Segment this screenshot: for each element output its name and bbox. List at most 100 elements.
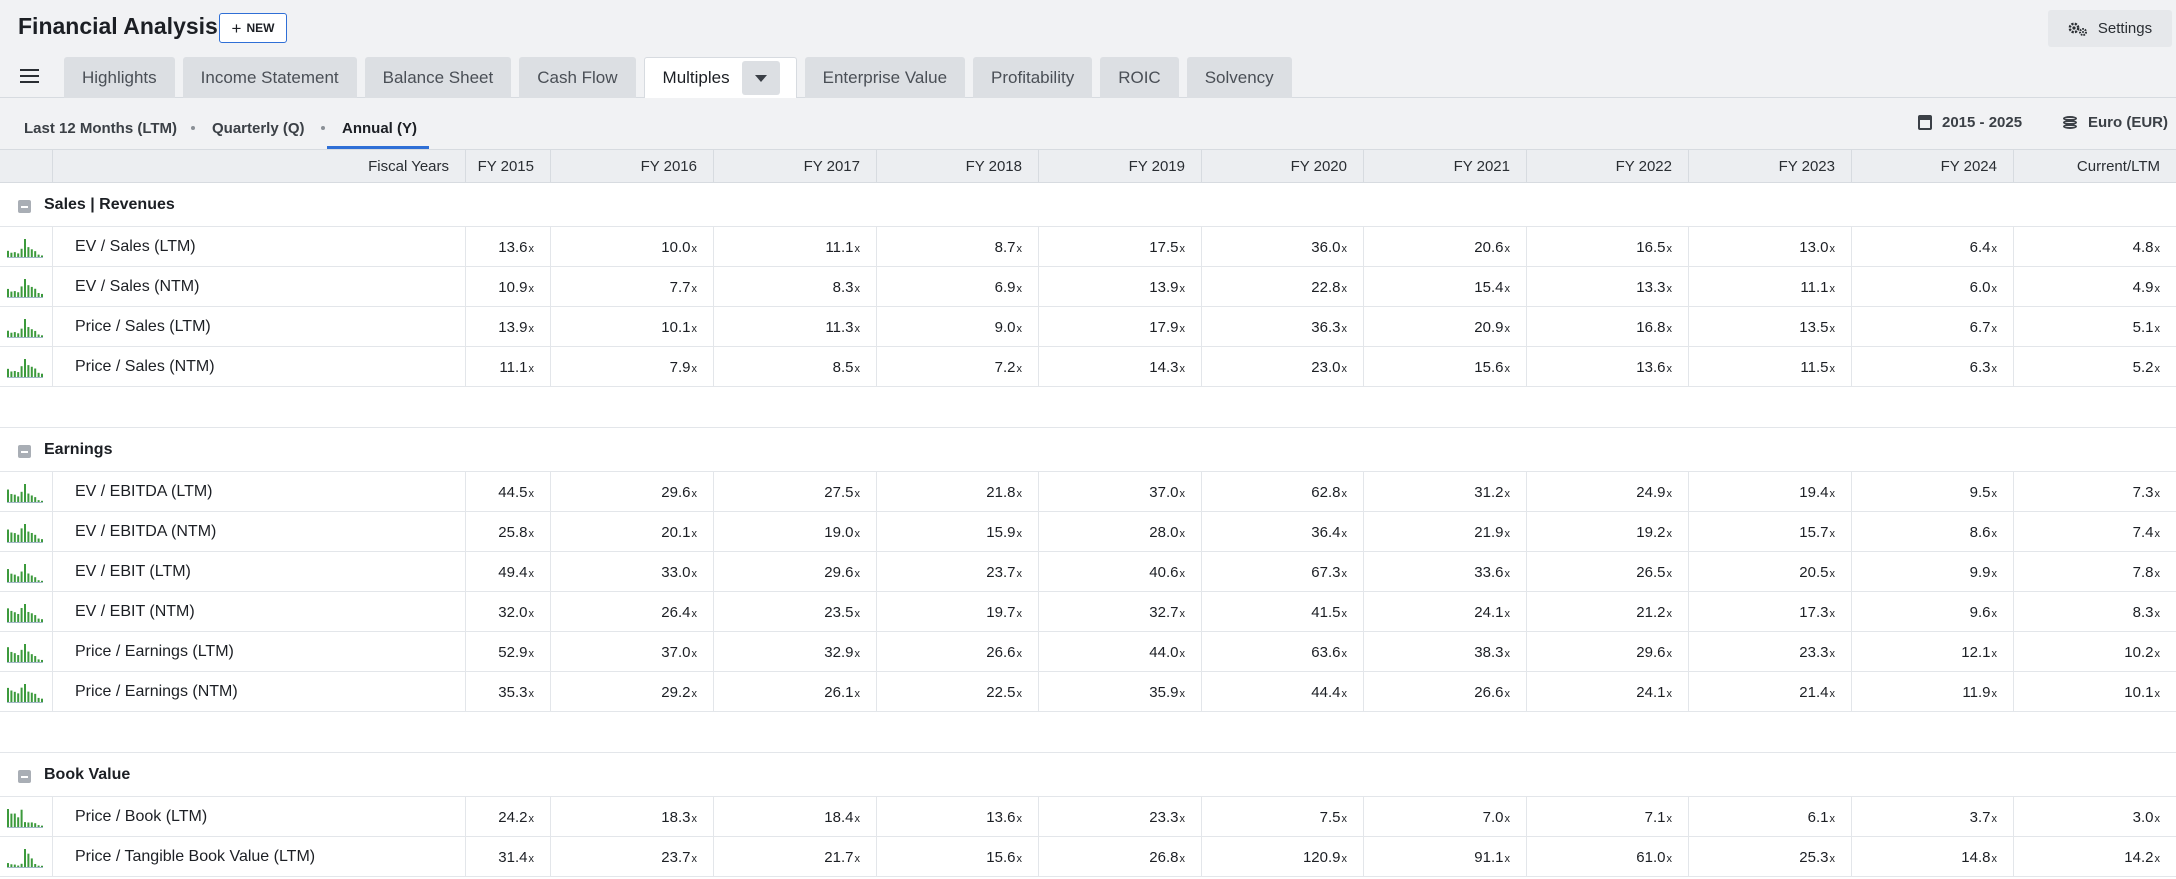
column-header[interactable]: Current/LTM [2013, 150, 2176, 183]
table-cell: 6.0 x [1851, 267, 2013, 307]
collapse-icon[interactable] [18, 200, 31, 213]
sparkline-chart[interactable] [7, 523, 43, 543]
cell-value: 63.6 [1311, 643, 1341, 661]
column-header[interactable]: FY 2020 [1201, 150, 1363, 183]
new-button[interactable]: + NEW [219, 13, 287, 43]
sparkline-chart[interactable] [7, 643, 43, 663]
sparkline-bar [27, 691, 30, 703]
column-header[interactable]: FY 2018 [876, 150, 1038, 183]
sparkline-chart[interactable] [7, 563, 43, 583]
cell-value: 20.6 [1474, 238, 1504, 256]
multiple-suffix: x [528, 813, 535, 825]
collapse-icon[interactable] [18, 770, 31, 783]
sparkline-chart[interactable] [7, 238, 43, 258]
multiple-suffix: x [691, 363, 698, 375]
period-annual[interactable]: Annual (Y) [342, 120, 417, 137]
table-row[interactable]: EV / Sales (LTM) 13.6 x 10.0 x 11.1 x 8.7 x 17.5 x… [0, 227, 2176, 267]
tab-roic[interactable]: ROIC [1100, 57, 1179, 98]
column-header[interactable]: FY 2024 [1851, 150, 2013, 183]
sparkline-chart[interactable] [7, 358, 43, 378]
menu-icon[interactable] [20, 69, 39, 83]
sparkline-bar [37, 825, 40, 828]
table-row[interactable]: Price / Sales (LTM) 13.9 x 10.1 x 11.3 x 9.0 x 17… [0, 307, 2176, 347]
cell-value: 20.1 [661, 523, 691, 541]
period-ltm[interactable]: Last 12 Months (LTM) [24, 120, 178, 137]
sparkline-chart[interactable] [7, 483, 43, 503]
sparkline-bar [37, 580, 40, 583]
cell-value: 21.4 [1799, 683, 1829, 701]
table-row[interactable]: EV / EBITDA (NTM) 25.8 x 20.1 x 19.0 x 15.9 x 28.… [0, 512, 2176, 552]
multiple-suffix: x [1991, 688, 1998, 700]
table-cell: 13.9 x [465, 307, 550, 347]
table-row[interactable]: EV / EBIT (LTM) 49.4 x 33.0 x 29.6 x 23.7 x 40.6 x… [0, 552, 2176, 592]
column-header[interactable]: FY 2021 [1363, 150, 1526, 183]
sparkline-bar [13, 332, 16, 338]
table-cell: 32.0 x [465, 592, 550, 632]
sparkline-chart[interactable] [7, 808, 43, 828]
column-header[interactable]: FY 2022 [1526, 150, 1688, 183]
multiple-suffix: x [1179, 528, 1186, 540]
table-cell: 26.4 x [550, 592, 713, 632]
column-header[interactable]: FY 2015 [465, 150, 550, 183]
table-row[interactable]: EV / EBITDA (LTM) 44.5 x 29.6 x 27.5 x 21.8 x 37.… [0, 472, 2176, 512]
table-row[interactable]: EV / Sales (NTM) 10.9 x 7.7 x 8.3 x 6.9 x 13.9 x 22… [0, 267, 2176, 307]
tab-profitability[interactable]: Profitability [973, 57, 1093, 98]
multiple-suffix: x [2154, 283, 2161, 295]
table-cell: 28.0 x [1038, 512, 1201, 552]
multiple-suffix: x [1666, 283, 1673, 295]
tab-enterprise-value[interactable]: Enterprise Value [804, 57, 966, 98]
column-header[interactable]: FY 2017 [713, 150, 876, 183]
tab-cash-flow[interactable]: Cash Flow [519, 57, 636, 98]
sparkline-bar [13, 653, 16, 663]
sparkline-chart[interactable] [7, 683, 43, 703]
period-quarterly[interactable]: Quarterly (Q) [212, 120, 305, 137]
table-cell: 40.6 x [1038, 552, 1201, 592]
cell-value: 9.5 [1969, 483, 1991, 501]
table-cell: 27.5 x [713, 472, 876, 512]
section-title: Sales | Revenues [44, 196, 175, 213]
sparkline-bar [37, 618, 40, 623]
currency-selector[interactable]: Euro (EUR) [2062, 114, 2168, 131]
cell-value: 11.1 [825, 238, 854, 256]
sparkline-bar [7, 288, 9, 298]
table-cell: 6.7 x [1851, 307, 2013, 347]
table-header: Fiscal Years FY 2015 FY 2016 FY 2017 FY 2018… [0, 150, 2176, 183]
table-cell: 13.6 x [1526, 347, 1688, 387]
table-row[interactable]: Price / Earnings (NTM) 35.3 x 29.2 x 26.1 x 22.… [0, 672, 2176, 712]
cell-value: 17.3 [1799, 603, 1829, 621]
new-button-label: NEW [246, 21, 275, 35]
sparkline-chart[interactable] [7, 848, 43, 868]
table-row[interactable]: EV / EBIT (NTM) 32.0 x 26.4 x 23.5 x 19.7 x 32.7 x… [0, 592, 2176, 632]
tab-balance-sheet[interactable]: Balance Sheet [364, 57, 512, 98]
multiple-suffix: x [1504, 813, 1511, 825]
settings-button[interactable]: Settings [2048, 10, 2172, 47]
multiple-suffix: x [1341, 528, 1348, 540]
collapse-icon[interactable] [18, 445, 31, 458]
cell-value: 26.1 [824, 683, 854, 701]
table-row[interactable]: Price / Tangible Book Value (LTM) 31.4 x 23… [0, 837, 2176, 877]
chevron-down-icon[interactable] [741, 61, 780, 95]
tab-income-statement[interactable]: Income Statement [182, 57, 357, 98]
sparkline-bar [24, 822, 26, 828]
tab-highlights[interactable]: Highlights [64, 57, 175, 98]
sparkline-bar [30, 532, 33, 543]
column-header[interactable]: FY 2023 [1688, 150, 1851, 183]
date-range-selector[interactable]: 2015 - 2025 [1918, 114, 2022, 131]
sparkline-bar [34, 497, 37, 503]
table-row[interactable]: Price / Sales (NTM) 11.1 x 7.9 x 8.5 x 7.2 x 14.3… [0, 347, 2176, 387]
sparkline-bar [41, 659, 43, 663]
sparkline-chart[interactable] [7, 603, 43, 623]
cell-value: 3.0 [2132, 808, 2154, 826]
sparkline-chart[interactable] [7, 318, 43, 338]
tab-multiples[interactable]: Multiples [643, 57, 797, 98]
table-row[interactable]: Price / Earnings (LTM) 52.9 x 37.0 x 32.9 x 26.… [0, 632, 2176, 672]
sparkline-bar [7, 368, 9, 378]
sparkline-chart[interactable] [7, 278, 43, 298]
sparkline-bar [20, 687, 23, 703]
column-header[interactable]: FY 2019 [1038, 150, 1201, 183]
table-cell: 21.7 x [713, 837, 876, 877]
table-cell: 20.5 x [1688, 552, 1851, 592]
tab-solvency[interactable]: Solvency [1186, 57, 1292, 98]
table-row[interactable]: Price / Book (LTM) 24.2 x 18.3 x 18.4 x 13.6 x 23… [0, 797, 2176, 837]
column-header[interactable]: FY 2016 [550, 150, 713, 183]
